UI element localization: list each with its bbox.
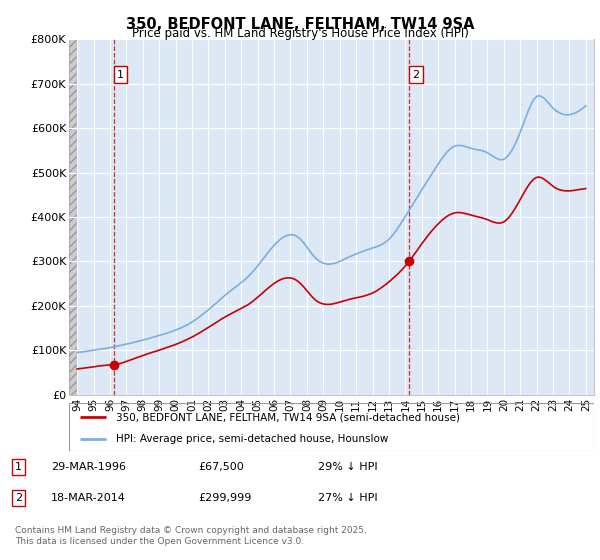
Text: 29-MAR-1996: 29-MAR-1996: [51, 462, 126, 472]
Text: 1: 1: [117, 70, 124, 80]
Text: 1: 1: [15, 462, 22, 472]
Text: £67,500: £67,500: [198, 462, 244, 472]
Bar: [69, 39, 77, 395]
Text: HPI: Average price, semi-detached house, Hounslow: HPI: Average price, semi-detached house,…: [116, 434, 389, 444]
Text: 18-MAR-2014: 18-MAR-2014: [51, 493, 126, 503]
Text: 350, BEDFONT LANE, FELTHAM, TW14 9SA (semi-detached house): 350, BEDFONT LANE, FELTHAM, TW14 9SA (se…: [116, 413, 460, 422]
Text: 29% ↓ HPI: 29% ↓ HPI: [318, 462, 377, 472]
Text: 2: 2: [15, 493, 22, 503]
Text: 27% ↓ HPI: 27% ↓ HPI: [318, 493, 377, 503]
Text: £299,999: £299,999: [198, 493, 251, 503]
Text: 350, BEDFONT LANE, FELTHAM, TW14 9SA: 350, BEDFONT LANE, FELTHAM, TW14 9SA: [126, 17, 474, 32]
Text: Contains HM Land Registry data © Crown copyright and database right 2025.
This d: Contains HM Land Registry data © Crown c…: [15, 526, 367, 546]
Text: Price paid vs. HM Land Registry's House Price Index (HPI): Price paid vs. HM Land Registry's House …: [131, 27, 469, 40]
Text: 2: 2: [412, 70, 419, 80]
